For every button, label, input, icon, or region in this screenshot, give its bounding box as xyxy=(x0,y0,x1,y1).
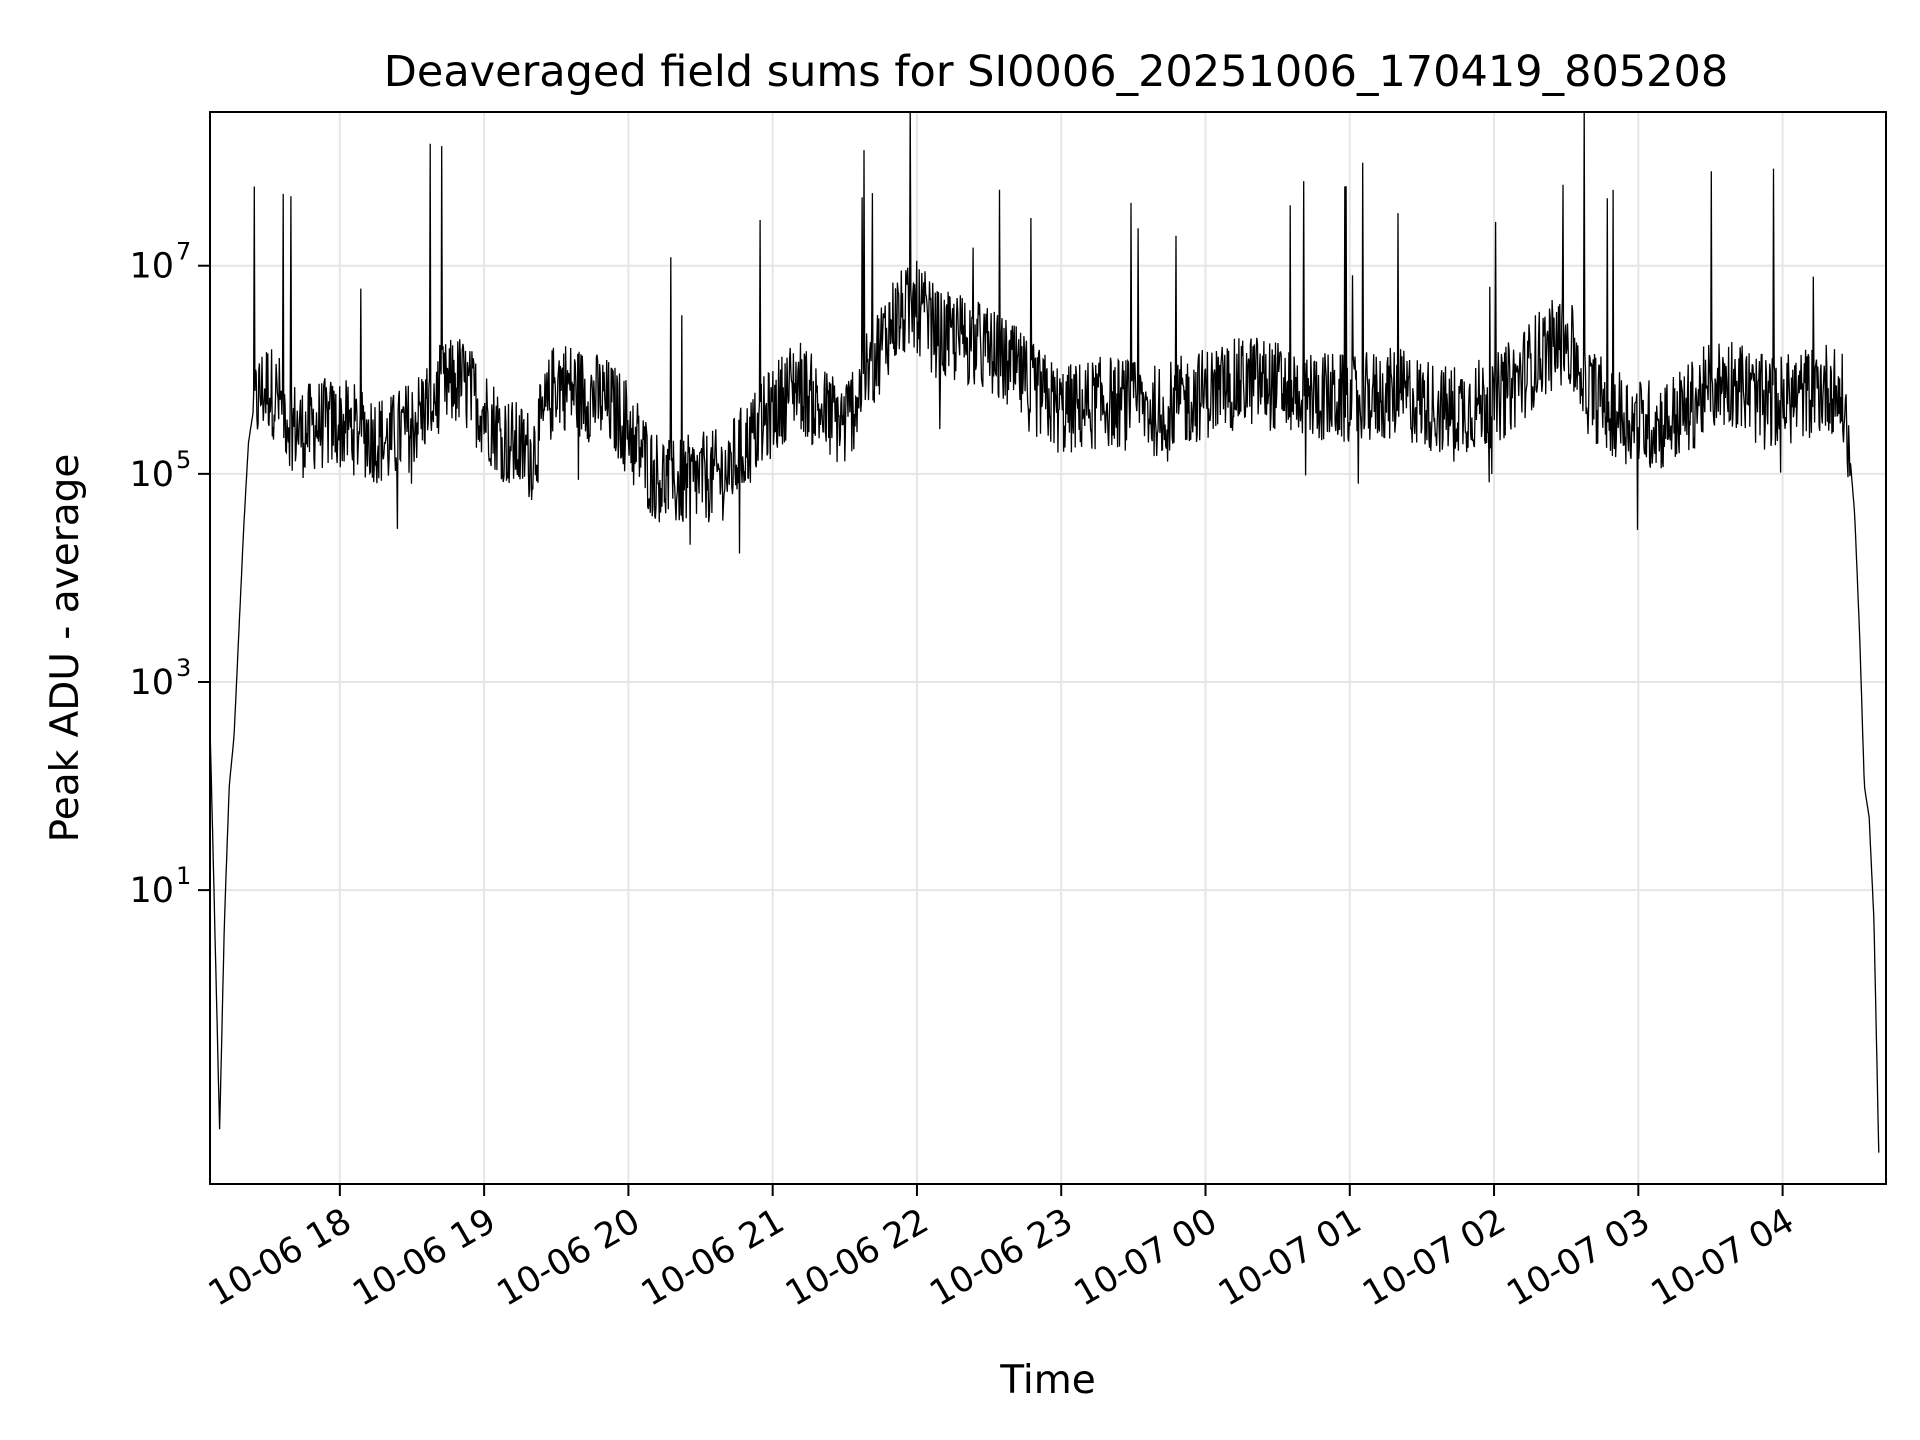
y-tick-exponent: 7 xyxy=(176,238,191,266)
y-tick-label: 10 xyxy=(129,871,174,911)
grid xyxy=(210,112,1886,1184)
x-tick-label: 10-06 21 xyxy=(635,1201,791,1314)
x-axis-label: Time xyxy=(999,1358,1095,1403)
y-tick-exponent: 5 xyxy=(176,446,191,474)
x-tick-label: 10-06 23 xyxy=(923,1201,1079,1314)
x-tick-label: 10-07 01 xyxy=(1212,1201,1368,1314)
x-tick-label: 10-06 18 xyxy=(202,1201,358,1314)
x-tick-label: 10-06 22 xyxy=(779,1201,935,1314)
x-tick-label: 10-07 03 xyxy=(1501,1201,1657,1314)
y-tick-exponent: 1 xyxy=(176,862,191,890)
y-axis-label: Peak ADU - average xyxy=(43,454,88,843)
y-tick-exponent: 3 xyxy=(176,654,191,682)
chart-title: Deaveraged field sums for SI0006_2025100… xyxy=(384,47,1729,97)
y-tick-label: 10 xyxy=(129,247,174,287)
x-tick-label: 10-07 04 xyxy=(1645,1201,1801,1314)
y-tick-label: 10 xyxy=(129,455,174,495)
y-tick-label: 10 xyxy=(129,663,174,703)
plot-frame xyxy=(209,111,1887,1185)
series-line xyxy=(210,112,1880,1153)
x-tick-label: 10-06 19 xyxy=(346,1201,502,1314)
x-tick-label: 10-07 02 xyxy=(1356,1201,1512,1314)
x-tick-label: 10-07 00 xyxy=(1068,1201,1224,1314)
x-tick-label: 10-06 20 xyxy=(491,1201,647,1314)
